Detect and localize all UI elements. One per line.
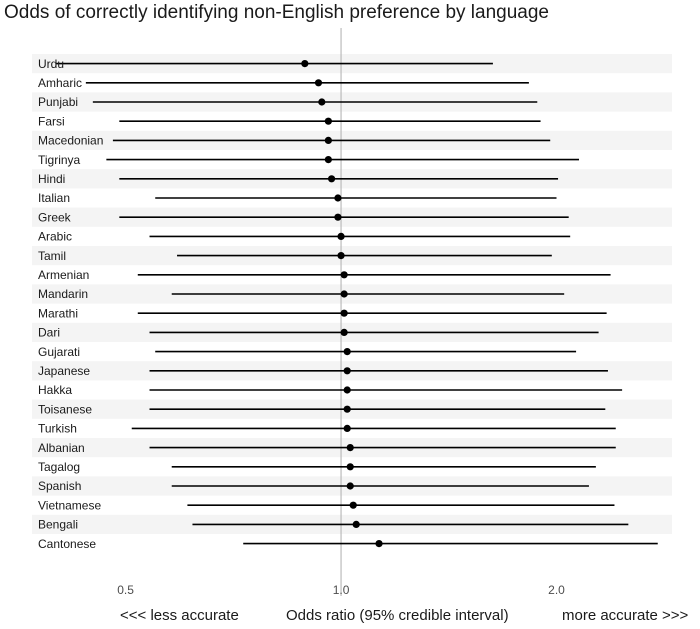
y-label: Hindi <box>38 172 65 186</box>
y-label: Amharic <box>38 76 82 90</box>
estimate-mandarin <box>340 290 348 298</box>
estimate-dari <box>340 328 348 336</box>
y-label: Cantonese <box>38 537 96 551</box>
estimate-arabic <box>337 232 345 240</box>
y-label: Hakka <box>38 383 72 397</box>
y-label: Gujarati <box>38 345 80 359</box>
estimate-greek <box>334 213 342 221</box>
estimate-toisanese <box>343 405 351 413</box>
x-tick-label: 2.0 <box>548 583 565 597</box>
estimate-cantonese <box>375 540 383 548</box>
more-accurate-label: more accurate >>> <box>562 607 689 624</box>
estimate-gujarati <box>343 348 351 356</box>
estimate-japanese <box>343 367 351 375</box>
estimate-tagalog <box>346 463 354 471</box>
chart-title: Odds of correctly identifying non-Englis… <box>4 2 549 23</box>
estimate-urdu <box>301 60 309 68</box>
y-label: Arabic <box>38 230 72 244</box>
less-accurate-label: <<< less accurate <box>120 607 239 624</box>
estimate-bengali <box>352 520 360 529</box>
x-tick-labels: 0.5 1.0 2.0 <box>117 583 565 597</box>
x-tick-label: 1.0 <box>333 583 350 597</box>
estimate-macedonian <box>324 136 332 144</box>
y-label: Mandarin <box>38 287 88 301</box>
y-label: Tigrinya <box>38 153 81 167</box>
estimate-farsi <box>324 117 332 125</box>
point-estimates <box>301 60 383 548</box>
estimate-spanish <box>346 482 354 490</box>
y-label: Toisanese <box>38 402 92 416</box>
estimate-armenian <box>340 271 348 279</box>
y-label: Tamil <box>38 249 66 263</box>
y-label: Farsi <box>38 114 65 128</box>
y-label: Japanese <box>38 364 90 378</box>
estimate-hakka <box>343 386 351 394</box>
y-label: Tagalog <box>38 460 80 474</box>
y-label: Italian <box>38 191 70 205</box>
estimate-tamil <box>337 252 345 260</box>
language-labels: Urdu Amharic Punjabi Farsi Macedonian Tigriny… <box>38 57 103 551</box>
x-axis-title: Odds ratio (95% credible interval) <box>286 607 509 624</box>
y-label: Urdu <box>38 57 64 71</box>
y-label: Vietnamese <box>38 498 101 512</box>
y-label: Albanian <box>38 441 85 455</box>
y-label: Turkish <box>38 422 77 436</box>
y-label: Greek <box>38 210 72 224</box>
estimate-punjabi <box>318 98 326 106</box>
y-label: Macedonian <box>38 134 103 148</box>
y-label: Spanish <box>38 479 81 493</box>
y-label: Dari <box>38 326 60 340</box>
estimate-amharic <box>314 79 323 87</box>
x-tick-label: 0.5 <box>117 583 134 597</box>
estimate-italian <box>334 194 342 202</box>
y-label: Armenian <box>38 268 89 282</box>
estimate-albanian <box>346 444 354 452</box>
y-label: Marathi <box>38 306 78 320</box>
estimate-hindi <box>327 175 336 183</box>
estimate-tigrinya <box>324 156 332 164</box>
estimate-turkish <box>343 424 351 432</box>
estimate-marathi <box>340 309 348 317</box>
estimate-vietnamese <box>349 501 357 509</box>
y-label: Punjabi <box>38 95 78 109</box>
y-label: Bengali <box>38 518 78 532</box>
